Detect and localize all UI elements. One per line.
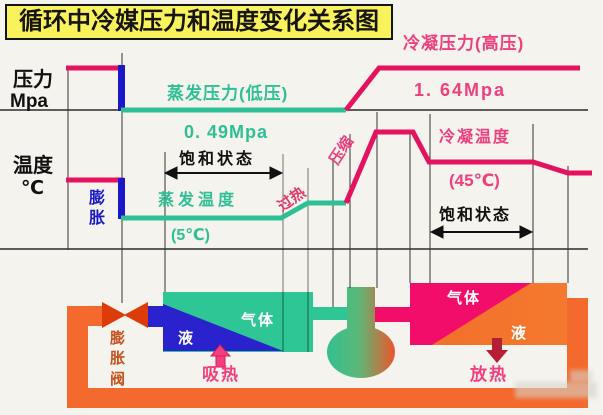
diagram-title: 循环中冷媒压力和温度变化关系图 (5, 4, 393, 40)
saturation-arrow-left (163, 166, 284, 180)
condenser (410, 283, 567, 345)
absorb-heat-arrow (209, 344, 232, 368)
evaporator-gas-label: 气体 (241, 312, 276, 329)
expansion-valve-label: 膨胀阀 (110, 330, 126, 388)
temperature-axis-unit: ℃ (21, 178, 45, 199)
evaporation-pressure-value: 0. 49Mpa (184, 122, 269, 142)
condenser-liquid-label: 液 (511, 325, 527, 342)
pressure-axis-unit: Mpa (10, 91, 48, 112)
saturation-state-right-label: 饱和状态 (439, 207, 512, 224)
valve-outlet-pipe (146, 306, 165, 327)
condensing-pressure-value: 1. 64Mpa (414, 80, 507, 100)
leader-lines (67, 53, 569, 352)
condensing-temperature-label: 冷凝温度 (439, 129, 512, 146)
evaporator-liquid-zone (163, 304, 283, 351)
condensing-temperature-value: (45℃) (449, 171, 500, 190)
release-heat-arrow (486, 338, 508, 363)
saturation-state-left-label: 饱和状态 (179, 151, 256, 168)
evaporator-liquid-label: 液 (178, 330, 194, 347)
condenser-gas-label: 气体 (447, 290, 482, 307)
condenser-liquid-zone (432, 283, 567, 345)
condensing-pressure-label: 冷凝压力(高压) (403, 34, 525, 53)
temperature-axis-label: 温度 (13, 155, 53, 177)
evaporation-pressure-label: 蒸发压力(低压) (167, 84, 289, 103)
evaporation-temperature-label: 蒸发温度 (158, 192, 239, 209)
pressure-axis-label: 压力 (13, 69, 53, 91)
absorb-heat-label: 吸热 (202, 365, 240, 384)
watermark (515, 382, 597, 398)
evaporator (163, 292, 313, 352)
saturation-arrow-right (429, 225, 534, 239)
temperature-curve (66, 129, 592, 221)
expansion-label: 膨胀 (89, 190, 106, 227)
pipe-loop (67, 298, 588, 408)
release-heat-label: 放热 (470, 365, 508, 384)
watermark-fragment (570, 370, 592, 382)
compressor (327, 287, 395, 378)
pressure-curve (66, 65, 580, 113)
expansion-valve-icon (102, 302, 148, 328)
evaporation-temperature-value: (5℃) (171, 227, 210, 244)
compressor-to-condenser-pipe (375, 307, 410, 322)
evaporator-to-compressor-pipe (313, 307, 347, 320)
